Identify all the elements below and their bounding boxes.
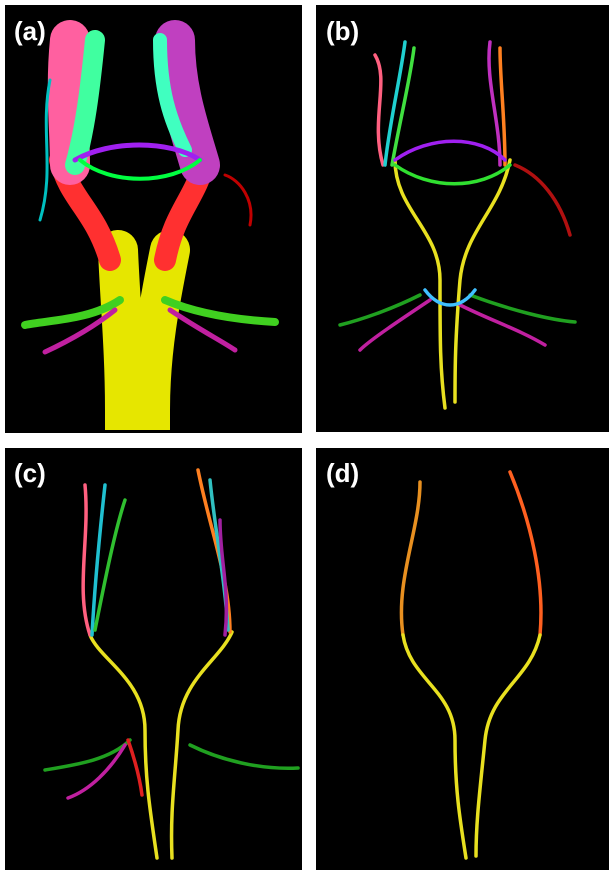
panel-c [5,448,302,870]
figure: (a) (b) (c) (d) [0,0,609,875]
panel-label: (c) [14,458,46,488]
panel-label: (a) [14,16,46,46]
panel-d [316,448,609,870]
panel-label: (b) [326,16,359,46]
panel-label: (d) [326,458,359,488]
